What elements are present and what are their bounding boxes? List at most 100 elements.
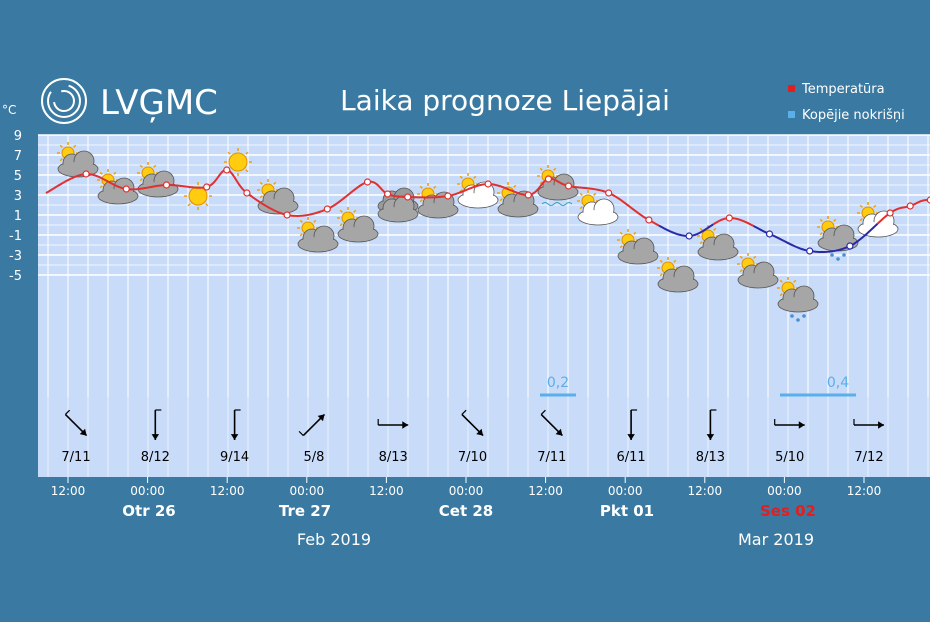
y-tick-label: 3 (14, 189, 22, 204)
time-label: 12:00 (51, 484, 86, 498)
legend-temp-swatch (788, 85, 795, 92)
day-label: Tre 27 (279, 502, 331, 520)
wind-arrow (706, 409, 717, 440)
day-label: Cet 28 (439, 502, 493, 520)
time-label: 12:00 (369, 484, 404, 498)
header-bar (0, 68, 930, 130)
wind-row: 7/11 8/12 9/14 5/8 8/13 7/10 7/11 6/11 8/13 5/10 7… (61, 409, 884, 465)
temperature-point (363, 178, 372, 186)
month-label: Mar 2019 (738, 530, 814, 549)
precip-label: 0,2 (547, 375, 569, 391)
weather-icon-cloudy-sun (297, 217, 339, 253)
y-tick-label: 5 (14, 169, 22, 184)
temperature-point (564, 182, 573, 190)
wind-arrow (298, 413, 326, 437)
temperature-point (806, 247, 814, 255)
wind-speed-label: 7/11 (61, 450, 90, 465)
wind-arrow (64, 409, 88, 437)
wind-arrow (151, 409, 162, 440)
temperature-point (404, 193, 412, 201)
y-tick-label: -5 (9, 269, 22, 284)
weather-icon-cloudy-sun (257, 179, 299, 215)
wind-speed-label: 8/13 (379, 450, 408, 465)
temperature-point (765, 230, 774, 238)
legend-precip-swatch (788, 111, 795, 118)
time-label: 12:00 (688, 484, 723, 498)
temperature-point (162, 181, 171, 189)
weather-icon-partly-cloudy (577, 190, 619, 226)
temperature-point (122, 185, 130, 193)
day-label: Pkt 01 (600, 502, 654, 520)
y-tick-label: 7 (14, 149, 22, 164)
day-label: Ses 02 (760, 502, 816, 520)
y-tick-label: 1 (14, 209, 22, 224)
time-label: 00:00 (608, 484, 643, 498)
wind-grid (47, 397, 929, 477)
weather-icon-cloudy-sun (697, 225, 739, 261)
y-tick-label: -3 (9, 249, 22, 264)
time-label: 00:00 (130, 484, 165, 498)
wind-speed-label: 8/13 (696, 450, 725, 465)
temperature-point (444, 192, 452, 200)
precip-label: 0,4 (827, 375, 849, 391)
precipitation: 0,2 0,4 (540, 375, 856, 397)
wind-speed-label: 7/11 (537, 450, 566, 465)
logo-text: LVĢMC (100, 83, 218, 123)
weather-icon-cloudy-sun (497, 182, 539, 218)
legend-temp-label: Temperatūra (801, 82, 885, 97)
day-label: Otr 26 (122, 502, 175, 520)
temperature-point (605, 189, 613, 197)
time-label: 12:00 (847, 484, 882, 498)
temperature-series (45, 166, 930, 255)
unit-label: °C (2, 103, 16, 117)
temperature-point (906, 202, 914, 210)
time-label: 00:00 (767, 484, 802, 498)
wind-arrow (230, 409, 241, 440)
wind-speed-label: 8/12 (141, 450, 170, 465)
weather-icon-cloudy-sun (617, 229, 659, 265)
wind-arrow (540, 409, 563, 437)
y-axis: 9 7 5 3 1 -1 -3 -5 (9, 129, 22, 284)
temperature-point (544, 175, 553, 183)
temperature-point (645, 216, 653, 224)
weather-icon-cloudy-sun (737, 253, 779, 289)
wind-arrow (853, 419, 884, 429)
wind-arrow (774, 419, 805, 429)
weather-icon-cloudy-snow (777, 277, 819, 322)
temperature-line-below-zero (752, 223, 879, 253)
wind-arrow (627, 409, 638, 440)
temperature-line (876, 198, 930, 225)
temperature-point (926, 196, 930, 204)
wind-speed-label: 5/8 (303, 450, 324, 465)
temperature-point (82, 170, 90, 178)
weather-icon-cloudy-sun (657, 257, 699, 293)
wind-speed-label: 7/10 (458, 450, 487, 465)
month-label: Feb 2019 (297, 530, 371, 549)
chart-title: Laika prognoze Liepājai (340, 84, 670, 117)
time-label: 00:00 (449, 484, 484, 498)
legend-precip-label: Kopējie nokrišņi (802, 108, 905, 123)
wind-band (38, 397, 930, 477)
time-label: 12:00 (528, 484, 563, 498)
wind-arrow (461, 409, 484, 437)
wind-speed-label: 9/14 (220, 450, 249, 465)
weather-icon-sun (224, 148, 252, 176)
wind-speed-label: 6/11 (616, 450, 645, 465)
y-tick-label: 9 (14, 129, 22, 144)
time-label: 12:00 (210, 484, 245, 498)
wind-arrow (377, 419, 409, 429)
y-tick-label: -1 (9, 229, 22, 244)
temperature-point (203, 183, 211, 191)
grid (38, 134, 930, 397)
time-label: 00:00 (290, 484, 325, 498)
temperature-point (846, 242, 854, 250)
temperature-point (283, 211, 291, 219)
weather-icons (57, 142, 899, 322)
temperature-point (243, 189, 251, 197)
temperature-point (725, 214, 733, 222)
time-axis: 12:00 00:00 12:00 00:00 12:00 00:00 12:00 00:00… (51, 477, 882, 549)
plot-area (38, 135, 930, 397)
temperature-point (484, 180, 492, 188)
